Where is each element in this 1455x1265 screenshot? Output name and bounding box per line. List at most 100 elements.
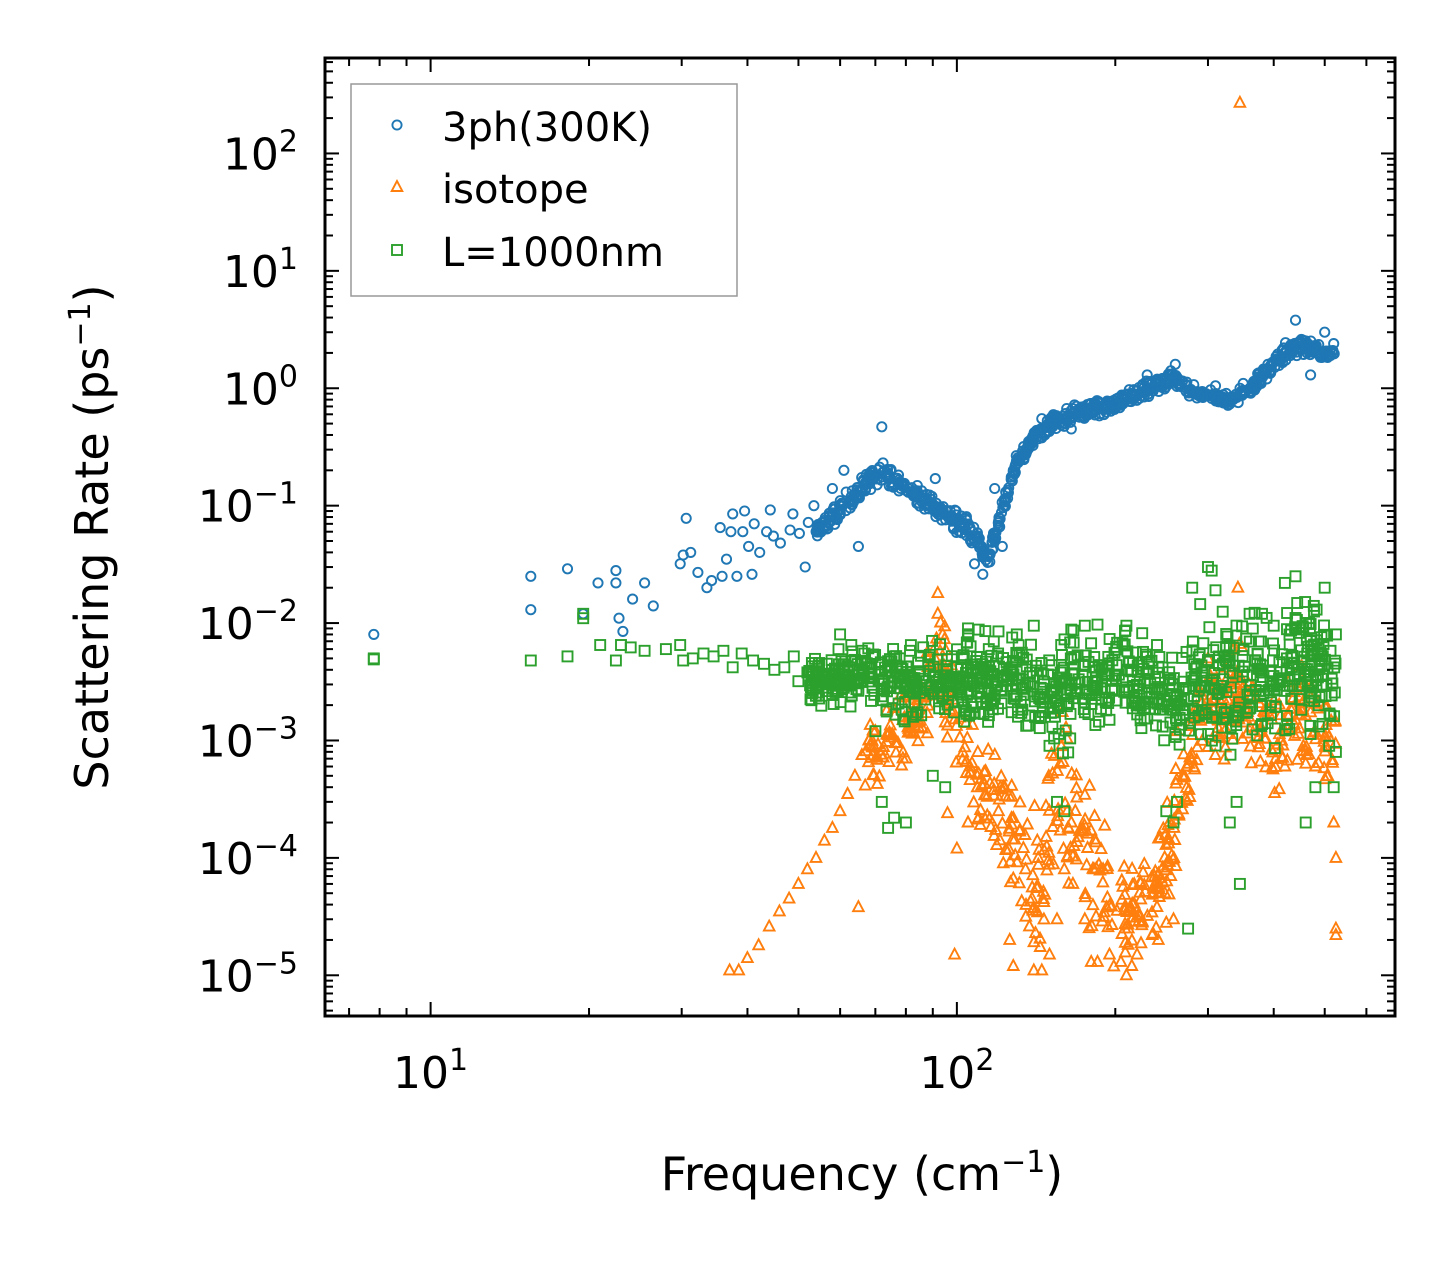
data-point (1011, 703, 1024, 716)
data-point (731, 570, 743, 582)
data-point (1150, 719, 1162, 732)
data-point (1307, 599, 1320, 612)
data-point (1163, 868, 1178, 882)
data-point (1209, 584, 1222, 597)
data-point (866, 766, 880, 780)
data-point (948, 706, 961, 719)
data-point (1041, 770, 1055, 784)
data-point (1265, 365, 1277, 377)
data-point (1089, 719, 1102, 731)
data-point (746, 568, 758, 580)
data-point (1217, 657, 1229, 670)
data-point (988, 532, 1000, 544)
data-point (1168, 760, 1183, 774)
data-point (1010, 854, 1024, 868)
data-point (1078, 889, 1093, 903)
data-point (1002, 841, 1016, 855)
data-point (740, 950, 755, 964)
data-point (1022, 918, 1037, 932)
data-point (1012, 453, 1024, 466)
data-point (787, 650, 800, 663)
data-point (1037, 911, 1051, 925)
data-point (1063, 839, 1078, 853)
data-point (1004, 816, 1019, 830)
data-point (1169, 358, 1181, 370)
data-point (1020, 719, 1033, 732)
data-point (1145, 904, 1159, 918)
data-point (996, 540, 1008, 552)
data-point (1085, 918, 1099, 932)
data-point (1059, 724, 1072, 737)
data-point (1025, 638, 1037, 651)
data-point (1153, 829, 1168, 843)
data-point (1278, 758, 1292, 772)
data-point (714, 522, 726, 534)
data-point (1145, 686, 1158, 699)
data-point (833, 803, 847, 817)
data-point (1290, 751, 1305, 765)
tick-exponent: 1 (449, 1043, 468, 1078)
data-point (972, 623, 985, 636)
data-point (778, 661, 791, 674)
data-point (1162, 813, 1177, 827)
data-point (1133, 891, 1148, 905)
data-point (1050, 762, 1065, 776)
data-point (1036, 413, 1048, 425)
x-axis-label: Frequency (cm−1) (661, 1145, 1064, 1201)
data-point (845, 490, 857, 502)
data-point (939, 781, 952, 794)
data-point (1045, 659, 1058, 672)
data-point (1299, 666, 1312, 678)
data-point (743, 540, 755, 552)
data-point (950, 514, 962, 527)
data-point (609, 654, 622, 667)
data-point (1006, 870, 1021, 884)
data-point (879, 661, 891, 674)
data-point (979, 625, 992, 638)
data-point (1217, 673, 1230, 686)
data-point (1325, 752, 1340, 766)
data-point (1224, 398, 1236, 410)
tick-exponent: −4 (254, 829, 298, 864)
data-point (1186, 581, 1199, 594)
data-point (1133, 873, 1148, 887)
data-point (1119, 967, 1134, 981)
data-point (1059, 407, 1071, 420)
data-point (1320, 679, 1333, 692)
data-point (915, 649, 927, 662)
data-point (1199, 679, 1212, 692)
y-tick-label: 101 (223, 242, 298, 298)
data-point (972, 687, 985, 700)
data-point (827, 698, 840, 710)
data-point (930, 585, 945, 599)
data-point (901, 720, 916, 734)
data-point (925, 678, 938, 691)
data-point (854, 675, 867, 688)
data-point (617, 625, 629, 637)
data-point (1078, 886, 1093, 900)
data-point (1107, 398, 1119, 410)
data-point (1206, 711, 1219, 724)
data-point (1162, 886, 1176, 900)
data-point (1182, 788, 1197, 802)
data-point (1309, 781, 1322, 794)
data-point (1020, 816, 1035, 830)
data-point (982, 810, 997, 824)
data-point (561, 563, 574, 575)
data-point (1247, 669, 1259, 682)
data-point (834, 628, 847, 641)
data-point (926, 634, 939, 647)
legend-marker (391, 244, 403, 256)
data-point (1223, 816, 1236, 829)
plot-frame (323, 56, 1397, 1018)
tick-base: 10 (198, 482, 254, 533)
data-point (1037, 668, 1050, 681)
data-point (1209, 380, 1222, 392)
data-point (1274, 666, 1287, 678)
data-point (1028, 432, 1040, 444)
data-point (1328, 338, 1340, 350)
data-point (1156, 874, 1170, 888)
data-point (793, 527, 805, 539)
